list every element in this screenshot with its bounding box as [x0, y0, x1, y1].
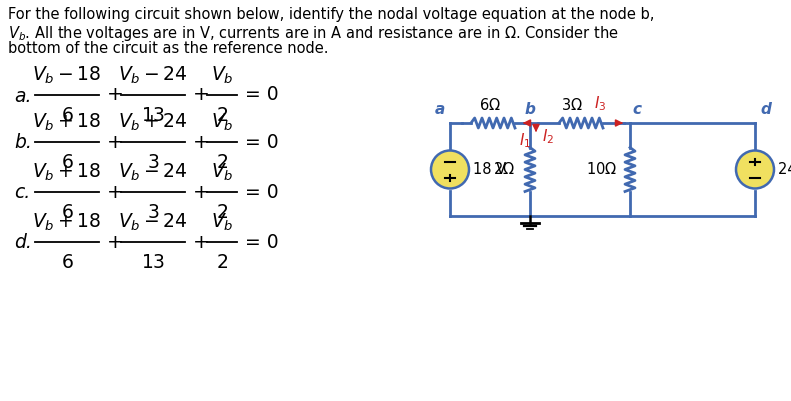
- Text: bottom of the circuit as the reference node.: bottom of the circuit as the reference n…: [8, 41, 328, 56]
- Text: = 0: = 0: [245, 85, 278, 105]
- Text: $\mathit{I}_1$: $\mathit{I}_1$: [519, 131, 531, 150]
- Text: c: c: [632, 102, 641, 117]
- Text: c.: c.: [14, 184, 30, 203]
- Text: d: d: [760, 102, 771, 117]
- Text: $2$: $2$: [216, 253, 228, 272]
- Text: b.: b.: [14, 134, 32, 152]
- Text: $13$: $13$: [141, 253, 165, 272]
- Text: +: +: [193, 132, 210, 152]
- Text: $6$: $6$: [61, 153, 74, 172]
- Text: $2$: $2$: [216, 153, 228, 172]
- Text: $2$: $2$: [216, 203, 228, 222]
- Text: = 0: = 0: [245, 182, 278, 201]
- Text: $V_b + 18$: $V_b + 18$: [32, 162, 101, 183]
- Text: $V_b$: $V_b$: [210, 112, 233, 133]
- Text: $2$: $2$: [216, 106, 228, 125]
- Text: a.: a.: [14, 87, 32, 105]
- Text: d.: d.: [14, 233, 32, 253]
- Text: b: b: [524, 102, 536, 117]
- Text: +: +: [107, 132, 124, 152]
- Text: = 0: = 0: [245, 132, 278, 152]
- Text: +: +: [193, 233, 210, 251]
- Text: 18 V: 18 V: [473, 162, 506, 177]
- Text: 6$\Omega$: 6$\Omega$: [479, 97, 501, 113]
- Text: $V_b$: $V_b$: [210, 212, 233, 233]
- Text: $V_b - 24$: $V_b - 24$: [118, 162, 187, 183]
- Circle shape: [736, 150, 774, 188]
- Text: 10$\Omega$: 10$\Omega$: [586, 162, 618, 178]
- Text: $13$: $13$: [141, 106, 165, 125]
- Text: $\mathit{I}_3$: $\mathit{I}_3$: [594, 94, 607, 113]
- Text: +: +: [193, 182, 210, 201]
- Text: $\mathit{I}_2$: $\mathit{I}_2$: [542, 128, 554, 146]
- Text: $3$: $3$: [147, 153, 159, 172]
- Text: $V_b$: $V_b$: [210, 65, 233, 86]
- Text: $V_b + 18$: $V_b + 18$: [32, 212, 101, 233]
- Text: 24 V: 24 V: [778, 162, 791, 177]
- Text: $6$: $6$: [61, 203, 74, 222]
- Text: $V_b$. All the voltages are in V, currents are in A and resistance are in $\Omeg: $V_b$. All the voltages are in V, curren…: [8, 24, 619, 43]
- Text: +: +: [193, 85, 210, 105]
- Text: For the following circuit shown below, identify the nodal voltage equation at th: For the following circuit shown below, i…: [8, 7, 654, 22]
- Text: $6$: $6$: [61, 253, 74, 272]
- Text: 2$\Omega$: 2$\Omega$: [493, 162, 515, 178]
- Circle shape: [431, 150, 469, 188]
- Text: $V_b$: $V_b$: [210, 162, 233, 183]
- Text: $3$: $3$: [147, 203, 159, 222]
- Text: = 0: = 0: [245, 233, 278, 251]
- Text: 3$\Omega$: 3$\Omega$: [561, 97, 583, 113]
- Text: $V_b + 18$: $V_b + 18$: [32, 112, 101, 133]
- Text: $6$: $6$: [61, 106, 74, 125]
- Text: $V_b - 18$: $V_b - 18$: [32, 65, 101, 86]
- Text: a: a: [435, 102, 445, 117]
- Text: $V_b + 24$: $V_b + 24$: [118, 112, 187, 133]
- Text: +: +: [107, 233, 124, 251]
- Text: $V_b - 24$: $V_b - 24$: [118, 212, 187, 233]
- Text: +: +: [107, 182, 124, 201]
- Text: +: +: [107, 85, 124, 105]
- Text: $V_b - 24$: $V_b - 24$: [118, 65, 187, 86]
